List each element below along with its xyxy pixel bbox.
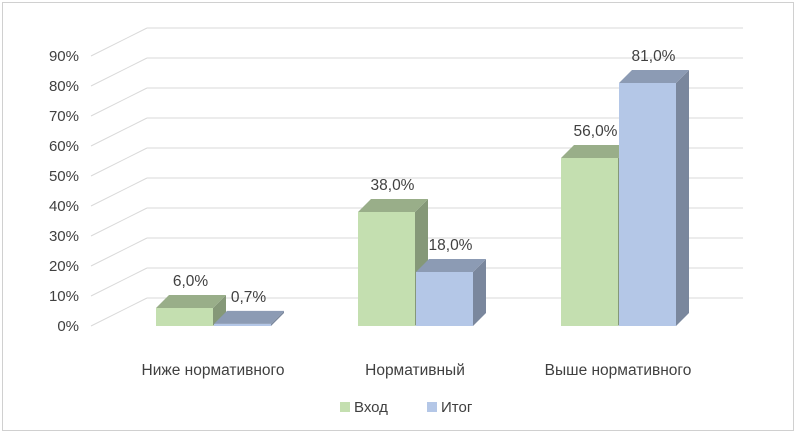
y-tick-label: 90% [49, 48, 79, 65]
y-tick-label: 60% [49, 138, 79, 155]
bar-top [561, 145, 631, 158]
y-tick-label: 30% [49, 228, 79, 245]
bar-front [416, 272, 473, 326]
y-tick-label: 20% [49, 258, 79, 275]
bar-front [561, 158, 618, 326]
data-label: 6,0% [173, 273, 209, 290]
data-label: 18,0% [429, 237, 473, 254]
gridline-diagonal [90, 267, 148, 297]
bar-front [156, 308, 213, 326]
chart-frame: 0% 10% 20% 30% 40% 50% 60% 70% 80% 90% 6,0% 0,7% Ниж… [2, 2, 794, 431]
data-label: 81,0% [632, 48, 676, 65]
bar-top [416, 259, 486, 272]
bar-top [358, 199, 428, 212]
legend-swatch [427, 402, 437, 412]
bar-chart: 0% 10% 20% 30% 40% 50% 60% 70% 80% 90% 6,0% 0,7% Ниж… [49, 27, 743, 416]
bar-side [213, 295, 226, 326]
legend-swatch [340, 402, 350, 412]
legend-label: Вход [354, 399, 388, 416]
gridline-diagonal [90, 117, 148, 147]
y-tick-label: 50% [49, 168, 79, 185]
bar-front [214, 323, 271, 326]
gridline-diagonal [90, 237, 148, 267]
bar-side [271, 310, 284, 326]
y-tick-label: 80% [49, 78, 79, 95]
y-tick-label: 10% [49, 288, 79, 305]
gridline-diagonal [90, 297, 148, 327]
bar-top [156, 295, 226, 308]
data-label: 0,7% [231, 289, 267, 306]
bar-front [358, 212, 415, 326]
gridline-diagonal [90, 177, 148, 207]
y-tick-label: 40% [49, 198, 79, 215]
x-category-label: Нормативный [365, 362, 465, 379]
gridline-diagonal [90, 57, 148, 87]
y-tick-label: 70% [49, 108, 79, 125]
gridline-diagonal [90, 147, 148, 177]
y-tick-label: 0% [57, 318, 79, 335]
bar-top [214, 310, 284, 324]
bar-side [473, 259, 486, 326]
bar-top [619, 70, 689, 83]
data-label: 56,0% [574, 123, 618, 140]
gridline-diagonal [90, 87, 148, 117]
data-label: 38,0% [371, 177, 415, 194]
legend-label: Итог [441, 399, 473, 416]
x-category-label: Ниже нормативного [142, 362, 285, 379]
gridline-diagonal [90, 207, 148, 237]
bar-front [619, 83, 676, 326]
gridline-diagonal [90, 27, 148, 57]
bar-side [676, 70, 689, 326]
x-category-label: Выше нормативного [545, 362, 692, 379]
